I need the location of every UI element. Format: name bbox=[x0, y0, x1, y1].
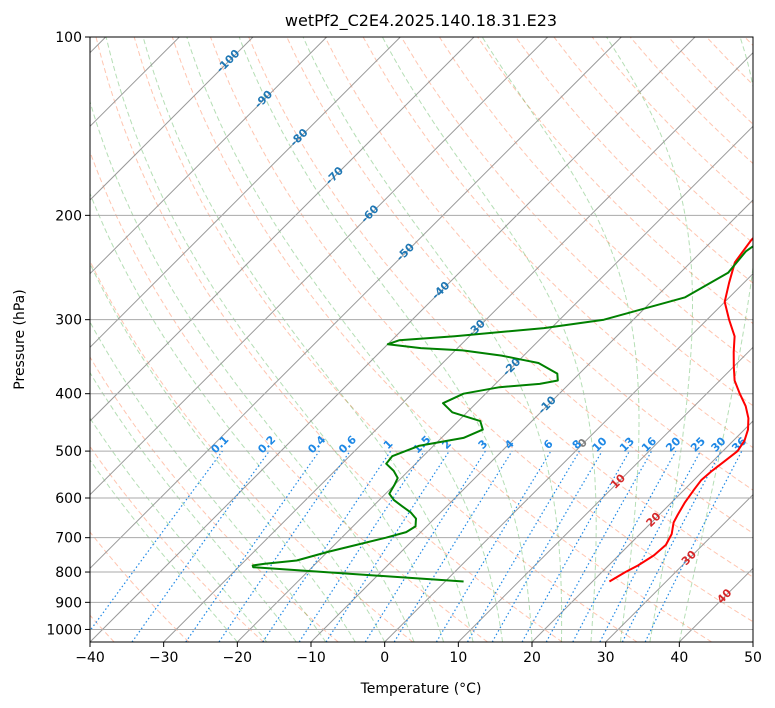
isotherm-line bbox=[310, 199, 753, 642]
mixing-ratio-line bbox=[262, 450, 392, 642]
moist-adiabat-line bbox=[105, 37, 445, 642]
dry-adiabat-line bbox=[515, 37, 753, 284]
dry-adiabat-line bbox=[90, 531, 190, 642]
moist-adiabats bbox=[90, 37, 753, 642]
isotherm-line bbox=[90, 37, 549, 496]
temperature-profile-line bbox=[608, 236, 753, 583]
isotherm-line bbox=[163, 51, 753, 642]
y-tick-label: 400 bbox=[55, 387, 82, 403]
dewpoint-profile-line bbox=[251, 245, 753, 583]
chart-title: wetPf2_C2E4.2025.140.18.31.E23 bbox=[285, 11, 557, 31]
moist-adiabat-line bbox=[90, 321, 327, 642]
isotherm-line bbox=[90, 37, 696, 642]
dry-adiabat-line bbox=[133, 37, 638, 642]
moist-adiabat-line bbox=[186, 37, 503, 642]
x-tick-label: 30 bbox=[597, 650, 615, 666]
dry-adiabat-line bbox=[95, 37, 563, 642]
dry-adiabat-line bbox=[210, 37, 753, 623]
x-axis: −40 −30 −20 −10 0 10 20 30 40 50 bbox=[75, 642, 762, 666]
x-axis-label: Temperature (°C) bbox=[360, 681, 482, 697]
moist-adiabat-line bbox=[481, 37, 640, 642]
y-tick-label: 200 bbox=[55, 208, 82, 224]
isotherm-line bbox=[752, 641, 753, 642]
mixing-ratio-line bbox=[644, 450, 743, 642]
y-tick-label: 900 bbox=[55, 595, 82, 611]
isotherm-line bbox=[531, 420, 753, 642]
dry-adiabat-line bbox=[171, 37, 712, 642]
x-tick-label: 20 bbox=[523, 650, 541, 666]
y-tick-label: 800 bbox=[55, 565, 82, 581]
isotherm-line bbox=[384, 272, 753, 642]
y-tick-label: 100 bbox=[55, 30, 82, 46]
dry-adiabat-line bbox=[90, 150, 488, 642]
moist-adiabat-line bbox=[606, 37, 693, 642]
isotherm-line bbox=[236, 125, 753, 642]
isotherm-line bbox=[90, 37, 622, 570]
profiles bbox=[251, 236, 753, 583]
x-tick-label: −10 bbox=[296, 650, 326, 666]
dry-adiabat-line bbox=[324, 37, 753, 491]
y-tick-label: 1000 bbox=[46, 622, 82, 638]
mixing-ratio-line bbox=[521, 450, 631, 642]
moist-adiabat-line bbox=[90, 417, 268, 642]
mixing-ratio-line bbox=[218, 450, 351, 642]
mixing-ratio-line bbox=[545, 450, 653, 642]
y-tick-label: 300 bbox=[55, 313, 82, 329]
x-tick-label: 10 bbox=[449, 650, 467, 666]
moist-adiabat-line bbox=[90, 262, 356, 642]
isotherm-line bbox=[605, 493, 753, 642]
mixing-ratio-line bbox=[185, 450, 320, 642]
moist-adiabat-line bbox=[142, 37, 474, 642]
moist-adiabat-line bbox=[678, 37, 753, 642]
dry-adiabat-line bbox=[248, 37, 753, 578]
mixing-ratio-line bbox=[325, 450, 450, 642]
x-tick-label: 40 bbox=[670, 650, 688, 666]
moist-adiabat-line bbox=[90, 192, 386, 642]
moist-adiabat-line bbox=[302, 37, 563, 642]
y-axis-label: Pressure (hPa) bbox=[12, 289, 28, 389]
mixing-ratio-line bbox=[393, 450, 513, 642]
dry-adiabat-line bbox=[400, 37, 753, 407]
y-tick-label: 500 bbox=[55, 444, 82, 460]
x-tick-label: −40 bbox=[75, 650, 105, 666]
isotherm-line bbox=[90, 37, 254, 201]
plot-frame bbox=[89, 36, 754, 643]
mixing-ratio-line bbox=[131, 450, 270, 642]
moist-adiabat-line bbox=[238, 37, 533, 642]
moist-adiabat-line bbox=[381, 37, 597, 642]
y-tick-label: 600 bbox=[55, 491, 82, 507]
dry-adiabat-line bbox=[90, 356, 339, 642]
isotherm-line bbox=[457, 346, 753, 642]
mixing-ratio-line bbox=[572, 450, 677, 642]
x-tick-label: −20 bbox=[223, 650, 253, 666]
mixing-ratio-line bbox=[90, 450, 223, 632]
moist-adiabat-line bbox=[90, 459, 238, 642]
mixing-ratio-line bbox=[298, 450, 425, 642]
isotherm-line bbox=[90, 37, 401, 349]
x-tick-label: 0 bbox=[380, 650, 389, 666]
x-tick-label: −30 bbox=[149, 650, 179, 666]
mixing-ratio-lines bbox=[90, 450, 743, 642]
isotherms bbox=[90, 37, 753, 642]
dry-adiabat-line bbox=[438, 37, 753, 366]
isotherm-line bbox=[90, 37, 475, 422]
y-tick-label: 700 bbox=[55, 531, 82, 547]
x-tick-label: 50 bbox=[744, 650, 762, 666]
dry-adiabat-line bbox=[90, 445, 264, 642]
y-axis: 100 200 300 400 500 600 700 800 900 1000 bbox=[46, 30, 90, 638]
isotherm-line bbox=[90, 37, 328, 275]
